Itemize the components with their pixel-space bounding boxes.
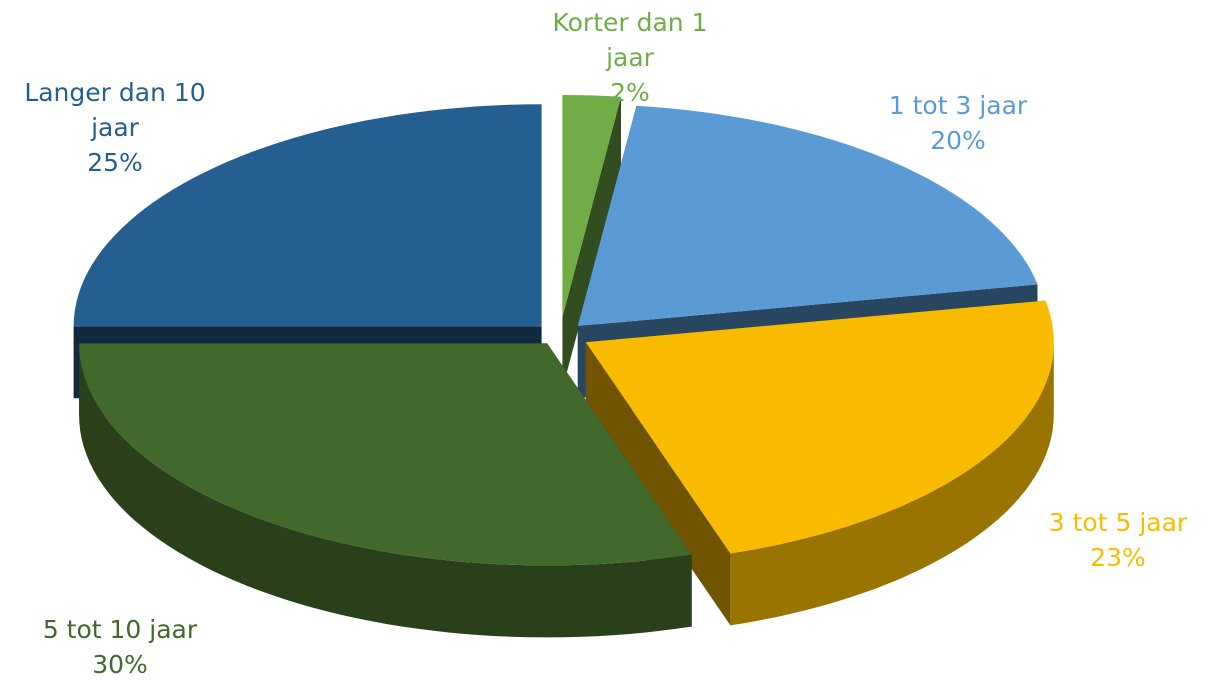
data-label: 3 tot 5 jaar 23%: [1008, 505, 1221, 575]
category-label: 5 tot 10 jaar: [42, 615, 198, 644]
slice: [577, 105, 1038, 326]
slice: [585, 300, 1054, 554]
slice-side: [79, 343, 692, 638]
slice-side: [562, 96, 621, 390]
data-label: 5 tot 10 jaar 30%: [10, 612, 230, 682]
category-label: 1 tot 3 jaar: [888, 91, 1028, 120]
slice: [562, 95, 621, 317]
data-label: 1 tot 3 jaar 20%: [848, 88, 1068, 158]
slices: [73, 95, 1054, 566]
value-label: 23%: [1090, 543, 1146, 572]
category-label: 3 tot 5 jaar: [1048, 508, 1188, 537]
slice-side: [730, 342, 1054, 626]
data-label: Langer dan 10 jaar 25%: [5, 75, 225, 180]
category-label: Langer dan 10 jaar: [24, 78, 206, 142]
value-label: 2%: [610, 78, 650, 107]
category-label: Korter dan 1 jaar: [552, 8, 708, 72]
value-label: 20%: [930, 126, 986, 155]
value-label: 30%: [92, 650, 148, 679]
slice: [73, 104, 542, 327]
slice: [79, 343, 692, 566]
data-label: Korter dan 1 jaar 2%: [535, 5, 725, 110]
value-label: 25%: [87, 148, 143, 177]
slice-side: [585, 342, 731, 626]
